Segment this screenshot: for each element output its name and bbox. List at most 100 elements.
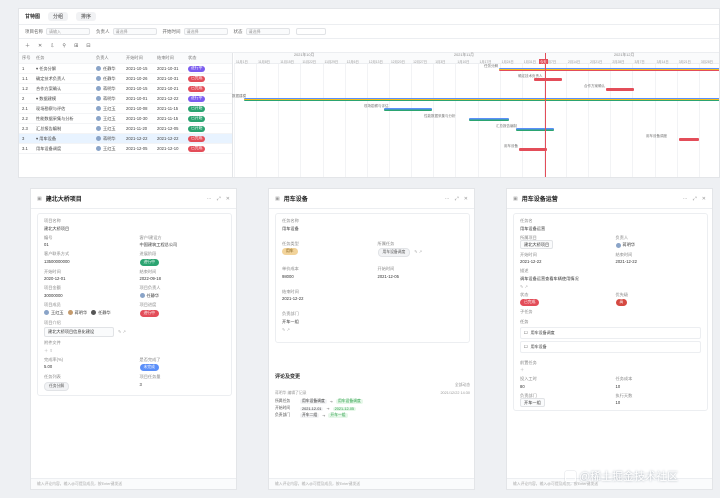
person-chip[interactable]: 王红玉 (44, 310, 64, 316)
row-start[interactable]: 2021-10-30 (126, 116, 148, 121)
gantt-bar[interactable] (499, 68, 719, 71)
field-value[interactable]: 10 (615, 383, 621, 389)
edit-icon[interactable]: ✎ ↗ (282, 326, 290, 332)
filter-input[interactable]: 请选择 (112, 28, 157, 35)
filter-input[interactable]: 请选择 (245, 28, 290, 35)
row-owner[interactable]: 任静华 (96, 76, 126, 82)
row-start[interactable]: 2021-12-22 (126, 136, 148, 141)
comment-input[interactable]: 输入评论内容，输入@可提及成员，按Enter键发送 (507, 478, 712, 489)
field-value[interactable]: 80 (520, 383, 525, 389)
gantt-bar[interactable] (534, 78, 562, 81)
project-link[interactable]: 建北大桥项目 (520, 240, 554, 249)
col-end[interactable]: 结束时间 (157, 55, 174, 60)
comment-input[interactable]: 输入评论内容，输入@可提及成员，按Enter键发送 (269, 478, 474, 489)
col-status[interactable]: 状态 (188, 55, 197, 60)
field-value[interactable]: 用车设备 (282, 225, 299, 231)
row-owner[interactable]: 蒋明华 (96, 86, 126, 92)
checkbox-icon[interactable]: ☐ (524, 344, 528, 349)
table-row[interactable]: 3.1 用车设备调度 王红玉 2021-12-05 2021-12-10 已完成 (19, 144, 232, 154)
field-value[interactable]: 01 (44, 242, 49, 247)
row-owner[interactable]: 王红玉 (96, 126, 126, 132)
dept-value[interactable]: 开车一组 (520, 398, 545, 407)
field-value[interactable]: 2022-09-18 (139, 276, 161, 281)
more-icon[interactable]: ⋯ (682, 195, 688, 202)
row-status[interactable]: 已开始 (188, 105, 218, 112)
close-icon[interactable]: ✕ (463, 195, 468, 202)
subtask-item[interactable]: ☐ 用车设备调度 (520, 326, 701, 339)
row-end[interactable]: 2021-10-21 (157, 86, 179, 91)
field-value[interactable]: 2021-12-22 (615, 259, 637, 264)
row-task[interactable]: 用车设备调度 (36, 145, 62, 151)
gantt-bar[interactable] (519, 148, 547, 151)
gantt-bar[interactable] (679, 138, 699, 141)
task-link[interactable]: 用车设备调度 (377, 248, 411, 258)
row-start[interactable]: 2021-12-05 (126, 146, 148, 151)
field-value[interactable]: 开车一组 (282, 318, 299, 324)
filter-input[interactable]: 请输入 (46, 28, 90, 35)
maximize-icon[interactable]: ⤢ (454, 195, 459, 202)
table-row[interactable]: 1.1 确定技术负责人 任静华 2021-10-26 2021-10-31 已完成 (19, 74, 232, 84)
row-task[interactable]: 现场勘察与评估 (36, 105, 66, 111)
group-chip[interactable]: 分组 (48, 12, 69, 21)
status-badge[interactable]: 未完成 (139, 364, 159, 371)
person-chip[interactable]: 蒋明华 (67, 310, 87, 316)
edit-icon[interactable]: ✎ ↗ (118, 329, 126, 334)
desc-value[interactable]: 建北大桥项目信息化建设 (44, 327, 114, 337)
gantt-bar[interactable] (516, 128, 554, 131)
table-row[interactable]: 2.3 汇总报告编制 王红玉 2021-11-20 2021-12-05 已开始 (19, 124, 232, 134)
row-task[interactable]: 性能数据采集与分析 (36, 115, 74, 121)
col-owner[interactable]: 负责人 (96, 55, 109, 60)
gantt-bar[interactable] (606, 88, 634, 91)
row-end[interactable]: 2021-12-22 (157, 136, 179, 141)
field-value[interactable]: 2021-12-05 (377, 273, 399, 279)
person-chip[interactable]: 蒋明华 (615, 242, 635, 248)
row-task[interactable]: ▾ 用车设备 (36, 135, 57, 141)
row-task[interactable]: ▾ 数据建模 (36, 95, 57, 101)
row-end[interactable]: 2021-11-15 (157, 116, 179, 121)
add-icon[interactable]: ＋ (520, 367, 525, 372)
new-icon[interactable]: ＋ (25, 43, 31, 49)
row-owner[interactable]: 王红玉 (96, 116, 126, 122)
field-value[interactable]: 13500000000 (44, 258, 70, 264)
field-value[interactable]: 98000 (282, 273, 294, 279)
table-row[interactable]: 2.1 现场勘察与评估 王红玉 2021-10-08 2021-11-15 已开始 (19, 104, 232, 114)
gantt-bar[interactable] (469, 118, 509, 121)
comment-input[interactable]: 输入评论内容，输入@可提及成员，按Enter键发送 (31, 478, 236, 489)
row-status[interactable]: 已开始 (188, 125, 218, 132)
row-end[interactable]: 2021-11-15 (157, 106, 179, 111)
row-start[interactable]: 2021-10-26 (126, 76, 148, 81)
row-owner[interactable]: 任静华 (96, 66, 126, 72)
field-value[interactable]: 中国建筑工程总公司 (139, 242, 178, 247)
edit-icon[interactable]: ✎ ↗ (414, 249, 423, 255)
row-end[interactable]: 2021-10-31 (157, 66, 179, 71)
row-status[interactable]: 已开始 (188, 115, 218, 122)
col-no[interactable]: 序号 (22, 55, 31, 60)
type-badge[interactable]: 用车 (282, 248, 298, 256)
table-row[interactable]: 2 ▾ 数据建模 蒋明华 2021-10-01 2021-12-22 进行中 (19, 94, 232, 104)
col-start[interactable]: 开始时间 (126, 55, 143, 60)
edit-icon[interactable]: ✎ ↗ (520, 283, 528, 289)
close-icon[interactable]: ✕ (701, 195, 706, 202)
row-start[interactable]: 2021-10-15 (126, 86, 148, 91)
field-value[interactable]: 2021-12-22 (520, 259, 542, 264)
col-task[interactable]: 任务 (36, 55, 45, 60)
table-row[interactable]: 1 ▾ 任务分解 任静华 2021-10-15 2021-10-31 进行中 (19, 64, 232, 74)
person-chip[interactable]: 任静华 (139, 293, 159, 299)
row-end[interactable]: 2021-12-22 (157, 96, 179, 101)
field-value[interactable]: 3 (139, 381, 142, 387)
row-status[interactable]: 进行中 (188, 65, 218, 72)
status-badge[interactable]: 进行中 (139, 309, 159, 317)
row-owner[interactable]: 蒋明华 (96, 96, 126, 102)
filter-reset-button[interactable] (295, 28, 326, 35)
row-start[interactable]: 2021-11-20 (126, 126, 148, 131)
expand-icon[interactable]: ⊞ (74, 42, 79, 49)
more-icon[interactable]: ⋯ (444, 195, 450, 202)
row-end[interactable]: 2021-12-05 (157, 126, 179, 131)
more-icon[interactable]: ⋯ (206, 195, 212, 202)
field-value[interactable]: 调车设备运营查看车辆使用情况 (520, 275, 579, 281)
row-status[interactable]: 进行中 (188, 95, 218, 102)
sort-chip[interactable]: 排序 (76, 12, 97, 21)
status-badge[interactable]: 进行中 (139, 258, 159, 266)
close-icon[interactable]: ✕ (225, 195, 230, 202)
row-task[interactable]: ▾ 任务分解 (36, 65, 57, 71)
